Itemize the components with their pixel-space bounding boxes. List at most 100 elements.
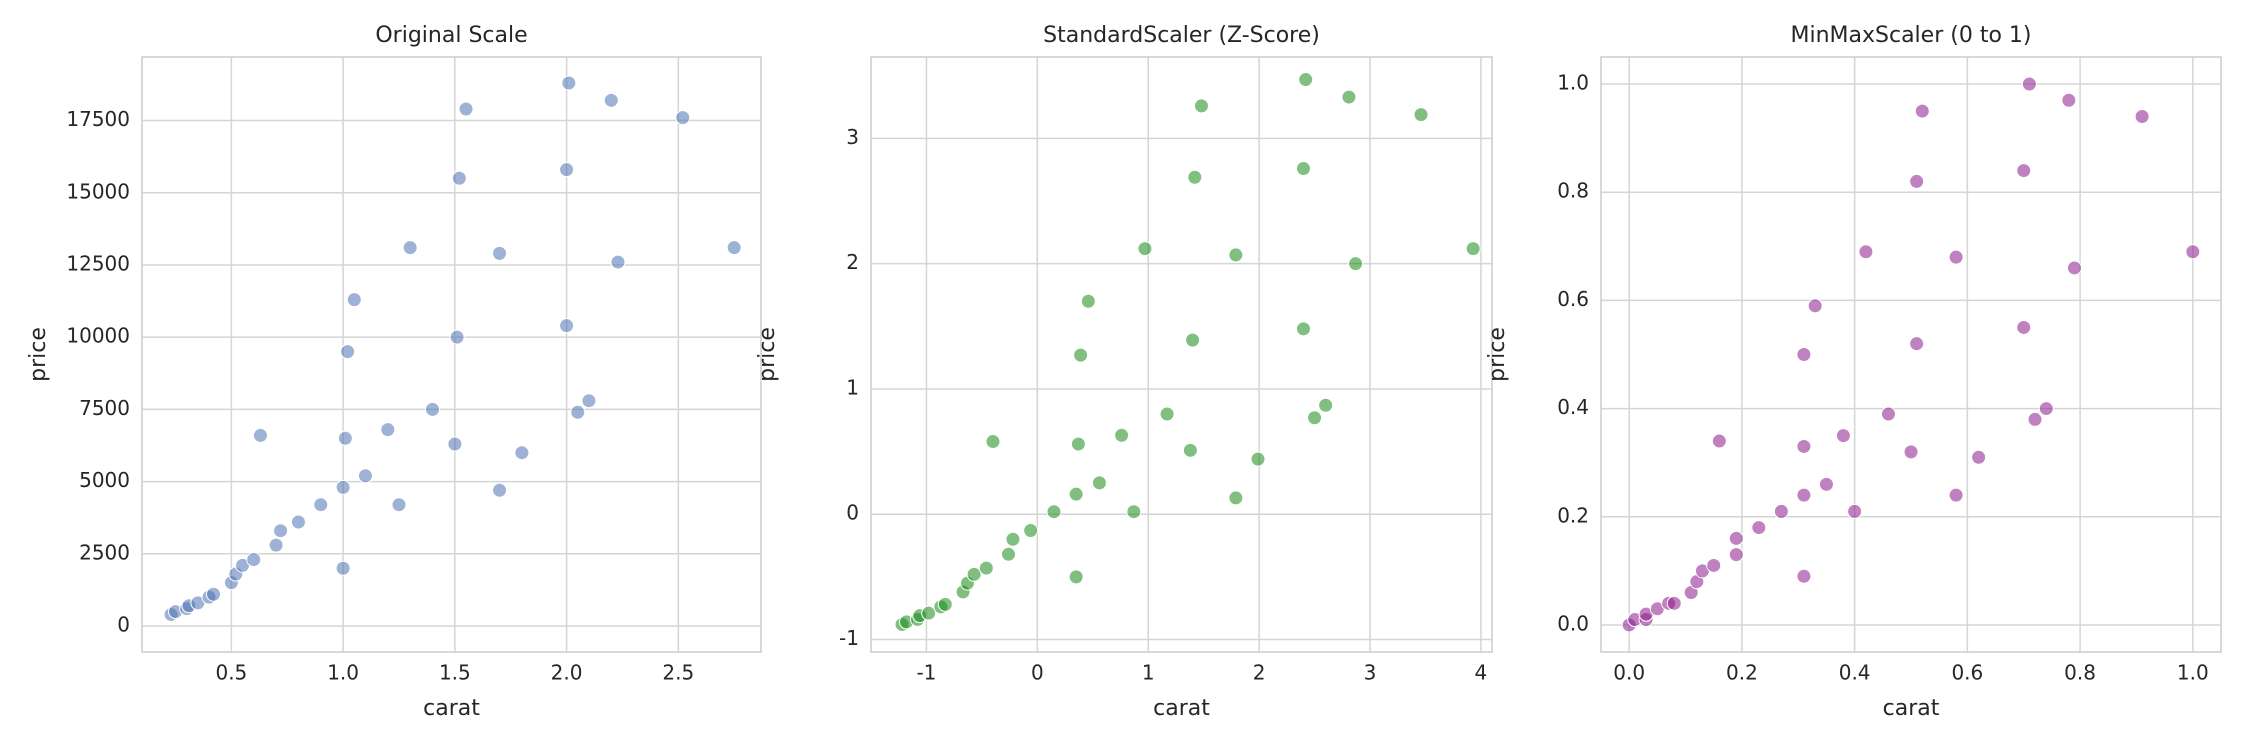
data-point <box>1023 522 1039 538</box>
data-point <box>402 240 418 256</box>
data-point <box>1159 406 1175 422</box>
y-tick-label: 0.0 <box>1557 611 1589 635</box>
data-point <box>447 436 463 452</box>
data-point <box>1971 449 1987 465</box>
y-tick-label: 0.4 <box>1557 395 1589 419</box>
x-tick-label: 2.0 <box>551 661 583 685</box>
chart-title: MinMaxScaler (0 to 1) <box>1791 23 2032 48</box>
data-point <box>1796 487 1812 503</box>
data-point <box>335 479 351 495</box>
data-point <box>1137 241 1153 257</box>
data-point <box>1909 336 1925 352</box>
data-point <box>1185 332 1201 348</box>
x-tick-label: 0.0 <box>1613 661 1645 685</box>
x-tick-label: 0.2 <box>1726 661 1758 685</box>
y-tick-label: 3 <box>846 125 859 149</box>
data-point <box>492 482 508 498</box>
data-point <box>391 497 407 513</box>
y-tick-label: 5000 <box>79 468 130 492</box>
data-point <box>1948 487 1964 503</box>
data-point <box>1796 568 1812 584</box>
y-tick-label: 0.6 <box>1557 287 1589 311</box>
data-point <box>337 430 353 446</box>
data-point <box>451 170 467 186</box>
data-point <box>1182 442 1198 458</box>
data-point <box>1465 241 1481 257</box>
data-point <box>1068 569 1084 585</box>
data-point <box>559 162 575 178</box>
y-tick-label: 2500 <box>79 540 130 564</box>
y-tick-label: 10000 <box>66 324 130 348</box>
data-point <box>1858 244 1874 260</box>
data-point <box>921 605 937 621</box>
x-tick-label: 1.0 <box>327 661 359 685</box>
data-point <box>1706 557 1722 573</box>
data-point <box>1751 520 1767 536</box>
data-point <box>1187 169 1203 185</box>
data-point <box>570 404 586 420</box>
x-tick-label: 1 <box>1142 661 1155 685</box>
data-point <box>1114 427 1130 443</box>
data-point <box>1948 249 1964 265</box>
data-point <box>1307 410 1323 426</box>
data-point <box>206 586 222 602</box>
data-point <box>1073 347 1089 363</box>
data-point <box>1295 321 1311 337</box>
y-tick-label: 0.2 <box>1557 503 1589 527</box>
x-tick-label: 0.4 <box>1839 661 1871 685</box>
data-point <box>2027 411 2043 427</box>
data-point <box>1880 406 1896 422</box>
y-axis-label: price <box>755 327 780 382</box>
y-tick-label: 15000 <box>66 179 130 203</box>
data-point <box>2016 163 2032 179</box>
data-point <box>2066 260 2082 276</box>
y-tick-label: 1 <box>846 375 859 399</box>
data-point <box>1005 531 1021 547</box>
data-point <box>492 245 508 261</box>
y-tick-label: 0 <box>846 501 859 525</box>
y-tick-label: -1 <box>839 626 859 650</box>
data-point <box>1666 595 1682 611</box>
data-point <box>1080 293 1096 309</box>
x-tick-label: 0.6 <box>1951 661 1983 685</box>
data-point <box>937 596 953 612</box>
y-tick-label: 12500 <box>66 251 130 275</box>
plot-frame <box>1600 56 2222 653</box>
data-point <box>2185 244 2201 260</box>
y-axis-label: price <box>1485 327 1510 382</box>
data-point <box>559 318 575 334</box>
x-tick-label: -1 <box>916 661 936 685</box>
chart-title: Original Scale <box>375 23 527 48</box>
data-point <box>2021 76 2037 92</box>
data-point <box>1773 503 1789 519</box>
data-point <box>1250 451 1266 467</box>
y-axis-label: price <box>26 327 51 382</box>
data-point <box>1914 103 1930 119</box>
data-point <box>985 434 1001 450</box>
data-point <box>561 75 577 91</box>
x-tick-label: 0.5 <box>215 661 247 685</box>
data-point <box>1091 475 1107 491</box>
data-point <box>246 552 262 568</box>
data-point <box>2134 109 2150 124</box>
data-point <box>1070 436 1086 452</box>
data-point <box>268 537 284 553</box>
data-point <box>252 427 268 443</box>
data-point <box>603 92 619 108</box>
data-point <box>1228 490 1244 506</box>
data-point <box>1046 504 1062 520</box>
data-point <box>610 254 626 270</box>
data-point <box>1909 173 1925 189</box>
data-point <box>1728 547 1744 563</box>
data-point <box>675 110 691 126</box>
data-point <box>1413 107 1429 123</box>
data-point <box>1835 428 1851 444</box>
data-point <box>1298 72 1314 88</box>
data-point <box>1068 486 1084 502</box>
data-point <box>1847 503 1863 519</box>
data-point <box>2038 401 2054 417</box>
data-point <box>1228 247 1244 263</box>
x-tick-label: 0.8 <box>2064 661 2096 685</box>
x-tick-label: 1.0 <box>2177 661 2209 685</box>
